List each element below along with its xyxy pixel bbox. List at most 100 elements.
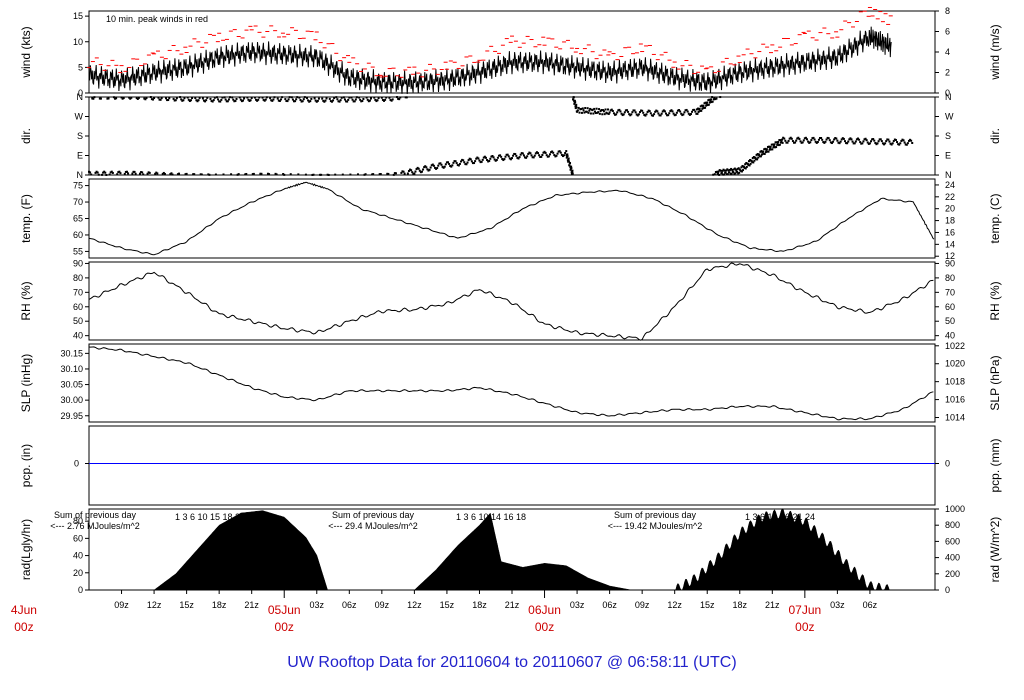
direction-point <box>532 156 535 159</box>
direction-point <box>578 111 581 114</box>
direction-point <box>248 99 251 102</box>
direction-point <box>206 96 209 99</box>
direction-point <box>589 107 592 110</box>
direction-point <box>184 173 187 176</box>
direction-point <box>753 159 756 162</box>
temperature-ytick-label-right: 24 <box>945 180 955 190</box>
direction-point <box>773 143 776 146</box>
direction-point <box>452 161 455 164</box>
direction-point <box>431 163 434 166</box>
direction-point <box>196 100 199 103</box>
x-tick-label: 15z <box>179 600 194 610</box>
direction-point <box>457 164 460 167</box>
direction-point <box>547 155 550 158</box>
direction-point <box>469 158 472 161</box>
direction-point <box>649 112 652 115</box>
direction-point <box>727 169 730 172</box>
direction-point <box>699 109 702 112</box>
direction-point <box>909 138 912 141</box>
direction-point <box>481 158 484 161</box>
direction-point <box>788 137 791 140</box>
wind-ytick-label-right: 2 <box>945 68 950 78</box>
direction-point <box>881 142 884 145</box>
direction-point <box>729 172 732 175</box>
direction-point <box>505 153 508 156</box>
direction-point <box>721 169 724 172</box>
direction-point <box>172 97 175 100</box>
direction-point <box>428 168 431 171</box>
direction-point <box>822 141 825 144</box>
direction-point <box>193 173 196 176</box>
radiation-ytick-label-left: 40 <box>73 551 83 561</box>
direction-point <box>556 152 559 155</box>
direction-point <box>93 96 96 99</box>
direction-point <box>797 136 800 139</box>
direction-point <box>713 96 716 99</box>
direction-point <box>776 143 779 146</box>
direction-point <box>495 159 498 162</box>
direction-point <box>458 162 461 165</box>
direction-point <box>757 156 760 159</box>
direction-point <box>343 98 346 101</box>
direction-point <box>752 155 755 158</box>
direction-point <box>502 159 505 162</box>
direction-point <box>582 109 585 112</box>
direction-point <box>888 140 891 143</box>
direction-point <box>141 171 144 174</box>
sea_level_pressure-ytick-label-right: 1020 <box>945 359 965 369</box>
direction-point <box>568 164 571 167</box>
direction-point <box>511 157 513 160</box>
direction-point <box>211 100 214 103</box>
direction-point <box>671 110 674 113</box>
direction-point <box>226 100 229 103</box>
direction-point <box>330 100 333 103</box>
direction-point <box>799 140 802 143</box>
direction-point <box>755 158 758 161</box>
direction-point <box>355 96 358 99</box>
direction-point <box>173 99 176 102</box>
direction-point <box>739 169 742 172</box>
direction-point <box>555 154 558 157</box>
direction-point <box>722 168 725 171</box>
direction-point <box>170 172 173 175</box>
direction-point <box>704 106 707 109</box>
direction-point <box>737 172 740 175</box>
direction-point <box>212 99 215 102</box>
direction-point <box>771 148 774 151</box>
direction-point <box>789 136 792 139</box>
direction-point <box>304 173 307 176</box>
temperature-line <box>88 181 935 256</box>
direction-point <box>377 97 380 100</box>
direction-point <box>557 150 560 153</box>
direction-ylabel-right: dir. <box>988 128 1002 144</box>
direction-point <box>621 114 624 117</box>
direction-point <box>567 157 570 160</box>
direction-point <box>182 99 185 102</box>
temperature-ytick-label-left: 55 <box>73 246 83 256</box>
direction-point <box>381 98 384 101</box>
direction-point <box>609 109 612 112</box>
direction-point <box>611 109 614 112</box>
direction-point <box>544 151 547 154</box>
direction-point <box>710 101 713 104</box>
direction-point <box>685 108 688 111</box>
direction-point <box>749 158 752 161</box>
direction-point <box>576 110 579 113</box>
radiation-ylabel-left: rad(Lgly/hr) <box>19 519 33 580</box>
direction-point <box>414 170 417 173</box>
relative_humidity-ytick-label-left: 80 <box>73 273 83 283</box>
direction-point <box>437 164 440 167</box>
direction-point <box>501 158 504 161</box>
direction-point <box>558 150 561 153</box>
direction-point <box>157 96 160 99</box>
direction-point <box>538 154 541 157</box>
direction-point <box>890 143 893 146</box>
direction-point <box>515 154 518 157</box>
direction-point <box>584 107 587 110</box>
direction-point <box>217 98 220 101</box>
direction-point <box>124 170 127 173</box>
direction-point <box>98 97 101 100</box>
wind-ytick-label-right: 6 <box>945 27 950 37</box>
direction-point <box>463 161 466 164</box>
direction-ytick-label-right: N <box>945 92 952 102</box>
